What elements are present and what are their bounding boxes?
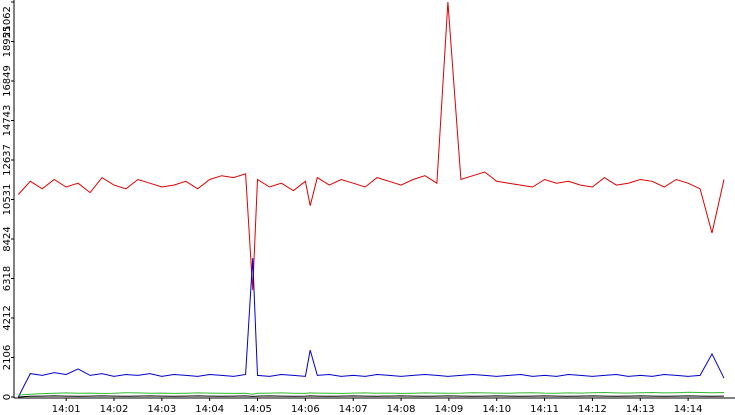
x-tick-label: 14:08 — [387, 404, 416, 415]
x-tick-label: 14:03 — [147, 404, 176, 415]
x-tick-label: 14:06 — [291, 404, 320, 415]
x-tick-label: 14:05 — [243, 404, 272, 415]
x-tick-label: 14:10 — [482, 404, 511, 415]
x-tick-label: 14:01 — [52, 404, 81, 415]
x-tick-label: 14:11 — [530, 404, 559, 415]
y-tick-label: 8424 — [2, 226, 13, 251]
series-line — [17, 1, 725, 291]
y-tick-label: 10531 — [2, 184, 13, 216]
x-tick-label: 14:13 — [626, 404, 655, 415]
y-tick-label: 18955 — [2, 26, 13, 58]
y-tick-label: 0 — [2, 394, 13, 400]
y-tick-label: 21062 — [2, 6, 13, 38]
x-tick-label: 14:02 — [100, 404, 129, 415]
x-tick-label: 14:09 — [434, 404, 463, 415]
y-tick-label: 14743 — [2, 105, 13, 137]
y-tick-label: 12637 — [2, 144, 13, 176]
y-tick-label: 16849 — [2, 65, 13, 97]
series-line — [17, 257, 725, 398]
series-line — [18, 395, 725, 398]
x-tick-label: 14:12 — [578, 404, 607, 415]
x-tick-label: 14:07 — [339, 404, 368, 415]
y-tick-label: 4212 — [2, 305, 13, 330]
x-tick-label: 14:14 — [674, 404, 703, 415]
x-tick-label: 14:04 — [195, 404, 224, 415]
y-tick-label: 2106 — [2, 345, 13, 370]
series-line — [18, 391, 725, 396]
y-tick-label: 6318 — [2, 266, 13, 291]
